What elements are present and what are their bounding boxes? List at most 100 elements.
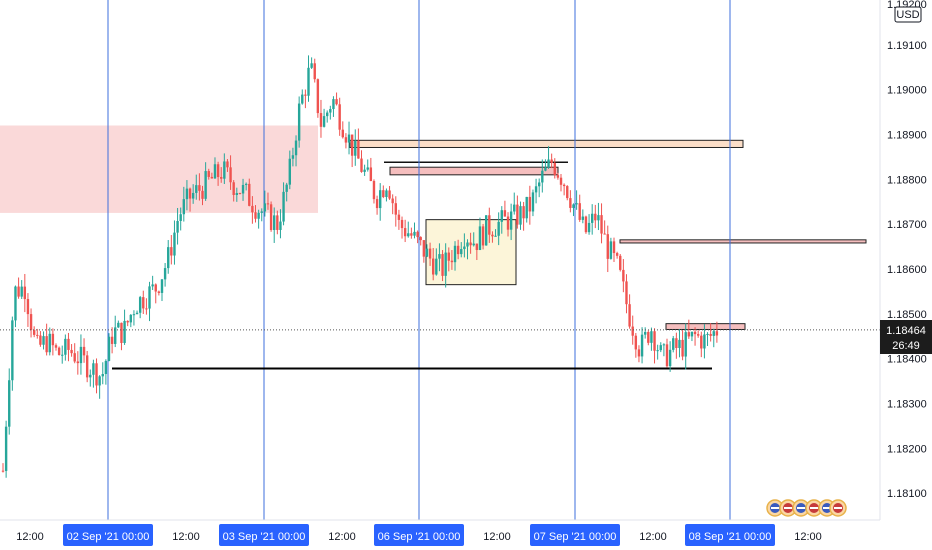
candle-body: [491, 234, 494, 237]
candle-body: [394, 203, 397, 215]
candle-body: [279, 221, 282, 230]
candle-body: [51, 333, 55, 346]
candle-body: [500, 210, 503, 222]
candle-body: [637, 349, 641, 357]
candle-body: [170, 247, 173, 256]
candle-body: [85, 355, 89, 378]
flag-icon[interactable]: [792, 499, 810, 517]
candle-body: [23, 286, 27, 300]
candle-body: [575, 203, 578, 205]
candle-body: [709, 333, 712, 336]
candle-body: [519, 206, 522, 225]
candle-body: [273, 215, 276, 230]
candle-body: [163, 268, 167, 280]
peach-zone[interactable]: [349, 139, 744, 148]
candle-body: [276, 215, 279, 230]
candle-body: [481, 226, 485, 246]
candle-body: [444, 252, 447, 276]
candle-body: [453, 245, 457, 263]
time-axis[interactable]: [0, 520, 932, 550]
candle-body: [341, 129, 344, 138]
candle-body: [700, 335, 703, 349]
candle-body: [185, 188, 189, 200]
candle-body: [534, 186, 538, 193]
candle-body: [248, 183, 251, 206]
supply-zone[interactable]: [0, 125, 318, 213]
candle-body: [668, 349, 672, 367]
candle-body: [285, 184, 288, 192]
candle-body: [584, 216, 588, 233]
currency-label: USD: [896, 9, 919, 21]
candle-body: [513, 204, 516, 212]
currency-box[interactable]: [894, 6, 922, 23]
candle-body: [148, 286, 151, 309]
candle-body: [369, 167, 373, 182]
economic-events[interactable]: [766, 499, 847, 517]
candle-body: [123, 320, 126, 343]
candle-body: [413, 231, 416, 236]
candle-body: [553, 162, 556, 176]
flag-icon[interactable]: [766, 499, 784, 517]
candle-body: [39, 335, 42, 345]
candle-body: [107, 336, 111, 361]
candle-body: [104, 360, 108, 375]
candle-body: [715, 331, 719, 336]
candle-body: [678, 339, 681, 349]
candle-body: [403, 228, 407, 237]
candle-body: [622, 269, 625, 282]
candles-layer: [1, 55, 719, 478]
candle-body: [254, 212, 257, 219]
candle-body: [120, 322, 123, 343]
candle-body: [4, 426, 8, 471]
candle-body: [687, 332, 691, 337]
candle-body: [14, 286, 17, 321]
red-zone-2[interactable]: [619, 239, 867, 244]
candle-body: [634, 335, 638, 350]
red-zone-1[interactable]: [389, 166, 559, 176]
candle-body: [11, 320, 14, 381]
day-label-bg: [530, 524, 620, 546]
candle-body: [516, 204, 519, 225]
candle-body: [319, 113, 323, 127]
candle-body: [438, 254, 441, 259]
candle-body: [372, 181, 376, 200]
candle-body: [326, 112, 329, 117]
candle-body: [659, 345, 662, 351]
candle-body: [522, 206, 525, 219]
price-axis[interactable]: [880, 0, 932, 520]
candle-body: [288, 158, 291, 185]
candle-body: [581, 216, 585, 220]
candle-body: [223, 161, 226, 179]
price-tick: 1.18500: [887, 309, 927, 321]
price-tick: 1.18200: [887, 443, 927, 455]
candle-body: [32, 330, 36, 335]
candle-body: [572, 204, 575, 208]
candle-body: [379, 190, 382, 209]
candle-body: [226, 161, 229, 168]
candle-body: [375, 199, 379, 209]
price-tick: 1.18900: [887, 129, 927, 141]
red-zone-3[interactable]: [665, 323, 746, 330]
flag-icon[interactable]: [779, 499, 797, 517]
candle-body: [544, 167, 547, 171]
candle-body: [550, 159, 553, 163]
candle-body: [263, 203, 267, 212]
candle-body: [382, 190, 385, 198]
candle-body: [463, 246, 466, 250]
candle-body: [703, 334, 706, 349]
day-tick-label: 06 Sep '21 00:00: [378, 531, 461, 543]
candle-body: [48, 333, 51, 353]
day-tick-label: 07 Sep '21 00:00: [534, 531, 617, 543]
candle-body: [142, 297, 145, 309]
candle-body: [472, 243, 475, 246]
candle-body: [322, 116, 326, 127]
candle-body: [469, 242, 472, 246]
candle-body: [559, 177, 563, 185]
candle-body: [316, 79, 320, 114]
candle-body: [114, 327, 117, 344]
flag-icon[interactable]: [829, 499, 847, 517]
zones-layer: [0, 125, 867, 330]
candle-body: [640, 334, 644, 357]
candle-body: [260, 211, 263, 213]
